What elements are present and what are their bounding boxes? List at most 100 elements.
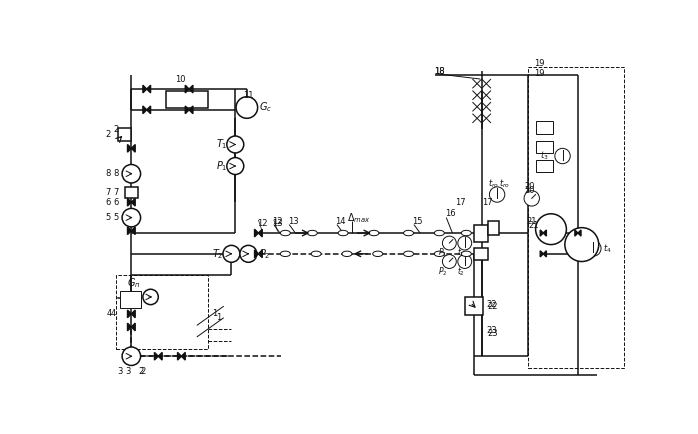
Text: 23: 23	[488, 329, 498, 338]
Text: $t_3$: $t_3$	[540, 150, 549, 162]
Polygon shape	[131, 227, 135, 234]
Text: $\Delta_{max}$: $\Delta_{max}$	[347, 211, 371, 224]
Polygon shape	[158, 352, 162, 360]
Text: 12: 12	[272, 217, 283, 226]
Circle shape	[443, 255, 456, 269]
Ellipse shape	[461, 251, 471, 256]
Circle shape	[443, 236, 456, 250]
Polygon shape	[258, 229, 262, 237]
Text: $T_1$: $T_1$	[216, 138, 228, 151]
Text: 2: 2	[140, 367, 145, 376]
Ellipse shape	[338, 230, 348, 236]
Text: $P_1$: $P_1$	[438, 247, 448, 259]
Circle shape	[227, 158, 244, 174]
Polygon shape	[185, 106, 189, 114]
Text: $G_c$: $G_c$	[259, 101, 272, 115]
Text: 13: 13	[288, 217, 298, 226]
Text: 3: 3	[125, 367, 131, 376]
Text: 15: 15	[413, 217, 423, 226]
Polygon shape	[258, 250, 262, 258]
Polygon shape	[255, 229, 258, 237]
Polygon shape	[128, 323, 131, 331]
Circle shape	[227, 136, 244, 153]
Ellipse shape	[373, 251, 383, 256]
Circle shape	[555, 148, 570, 164]
Text: 18: 18	[434, 67, 445, 76]
Text: 7: 7	[113, 188, 118, 197]
Bar	[528, 67, 624, 368]
Text: $P_2$: $P_2$	[438, 265, 448, 278]
Circle shape	[489, 187, 505, 202]
Polygon shape	[578, 230, 581, 236]
Text: 22: 22	[487, 300, 497, 309]
Polygon shape	[128, 198, 131, 206]
Bar	[125, 187, 138, 197]
Bar	[118, 128, 131, 141]
Polygon shape	[147, 85, 151, 93]
Circle shape	[122, 164, 140, 183]
Text: 20: 20	[524, 186, 535, 195]
Text: 17: 17	[456, 198, 466, 207]
Polygon shape	[131, 323, 135, 331]
Text: 8: 8	[105, 169, 110, 178]
Text: $P_2$: $P_2$	[259, 247, 271, 261]
Text: 6: 6	[105, 198, 110, 207]
Ellipse shape	[342, 251, 352, 256]
Ellipse shape	[281, 230, 290, 236]
Circle shape	[565, 228, 599, 262]
Text: $t_2$: $t_2$	[457, 265, 465, 278]
Circle shape	[143, 289, 158, 305]
Text: 17: 17	[482, 198, 492, 207]
Text: 11: 11	[243, 91, 253, 100]
Text: 21: 21	[526, 217, 537, 226]
Text: $P_1$: $P_1$	[216, 159, 228, 173]
Polygon shape	[128, 310, 131, 318]
Text: 2: 2	[113, 125, 118, 134]
Polygon shape	[128, 145, 131, 152]
Circle shape	[586, 241, 601, 256]
Polygon shape	[540, 251, 543, 257]
Polygon shape	[154, 352, 158, 360]
Ellipse shape	[461, 230, 471, 236]
Text: 4: 4	[111, 309, 116, 319]
Polygon shape	[575, 230, 578, 236]
Polygon shape	[181, 352, 185, 360]
Polygon shape	[131, 198, 135, 206]
Polygon shape	[543, 230, 547, 236]
Text: 1: 1	[212, 309, 218, 319]
Polygon shape	[143, 106, 147, 114]
Circle shape	[122, 208, 140, 227]
Polygon shape	[255, 250, 258, 258]
Circle shape	[223, 245, 240, 262]
Text: 5: 5	[113, 213, 118, 222]
Circle shape	[524, 191, 540, 206]
Circle shape	[458, 236, 472, 250]
Text: 22: 22	[488, 302, 498, 311]
Circle shape	[236, 97, 258, 118]
Text: 4: 4	[107, 309, 112, 319]
Text: 10: 10	[174, 75, 185, 83]
Polygon shape	[147, 106, 151, 114]
Text: 19: 19	[534, 69, 544, 78]
Text: 6: 6	[113, 198, 118, 207]
Polygon shape	[540, 230, 543, 236]
Ellipse shape	[434, 251, 445, 256]
Polygon shape	[177, 352, 181, 360]
Bar	[166, 91, 208, 108]
Text: 2: 2	[139, 367, 144, 376]
Bar	[488, 221, 498, 235]
Text: $T_2$: $T_2$	[212, 247, 223, 261]
Polygon shape	[185, 85, 189, 93]
Text: 1: 1	[216, 313, 221, 322]
Text: 21: 21	[528, 221, 538, 230]
Text: 8: 8	[113, 169, 118, 178]
Polygon shape	[189, 85, 193, 93]
Text: $t_4$: $t_4$	[602, 242, 611, 255]
Polygon shape	[131, 310, 135, 318]
Ellipse shape	[369, 230, 379, 236]
Text: 20: 20	[524, 182, 535, 191]
Bar	[474, 225, 488, 242]
Ellipse shape	[307, 230, 318, 236]
Bar	[116, 276, 208, 349]
Text: $G_п$: $G_п$	[128, 276, 141, 290]
